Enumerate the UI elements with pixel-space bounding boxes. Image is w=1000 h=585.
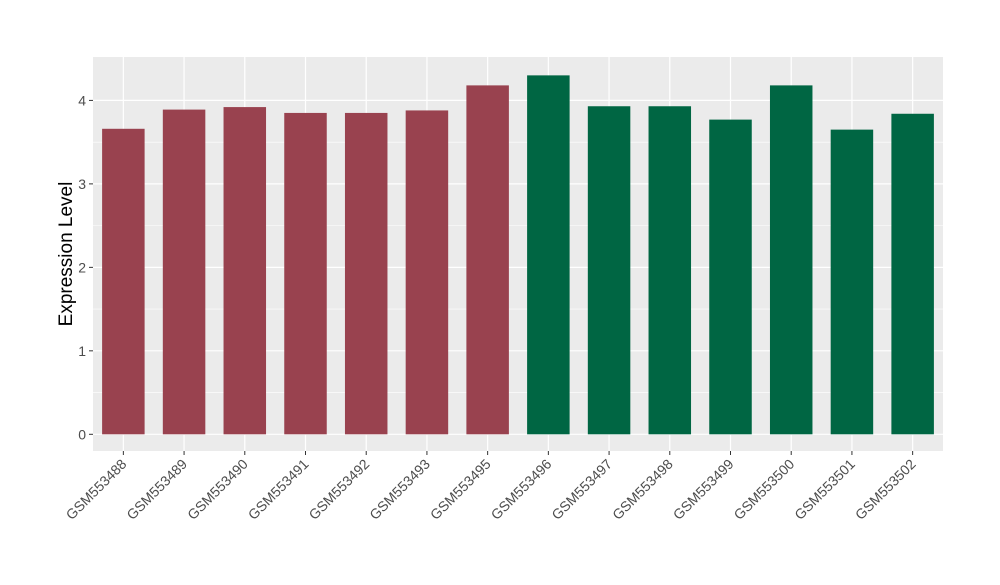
- bar-gsm553498: [648, 106, 692, 435]
- x-tick-label: GSM553489: [123, 456, 190, 523]
- x-tick-label: GSM553501: [791, 456, 858, 523]
- bar-gsm553502: [891, 113, 934, 435]
- y-tick-label: 4: [78, 92, 86, 108]
- y-tick-label: 3: [78, 176, 86, 192]
- y-tick-label: 1: [78, 343, 86, 359]
- y-tick-label: 0: [78, 426, 86, 442]
- bar-gsm553493: [405, 110, 449, 435]
- bar-gsm553500: [769, 85, 813, 435]
- x-tick-label: GSM553498: [609, 456, 676, 523]
- y-tick-label: 2: [78, 259, 86, 275]
- bar-gsm553501: [830, 129, 874, 435]
- bars: [102, 75, 934, 435]
- x-tick-label: GSM553502: [852, 456, 919, 523]
- bar-gsm553488: [102, 128, 145, 435]
- bar-gsm553490: [223, 107, 267, 435]
- x-tick-label: GSM553495: [427, 456, 494, 523]
- bar-gsm553491: [284, 112, 327, 435]
- bar-gsm553499: [709, 119, 752, 435]
- bar-gsm553496: [527, 75, 570, 435]
- bar-gsm553495: [466, 85, 509, 435]
- x-tick-label: GSM553490: [184, 456, 251, 523]
- x-tick-label: GSM553500: [730, 456, 797, 523]
- bar-gsm553489: [162, 109, 206, 435]
- y-axis-label: Expression Level: [56, 182, 77, 327]
- bar-gsm553497: [587, 106, 631, 435]
- x-tick-label: GSM553499: [670, 456, 737, 523]
- x-tick-label: GSM553496: [488, 456, 555, 523]
- y-axis-ticks: 0 1 2 3 4: [78, 92, 93, 442]
- plot-panel: [93, 57, 943, 451]
- x-tick-label: GSM553497: [548, 456, 615, 523]
- x-tick-label: GSM553493: [366, 456, 433, 523]
- x-tick-label: GSM553492: [305, 456, 372, 523]
- x-tick-label: GSM553491: [245, 456, 312, 523]
- x-axis-ticks: GSM553488GSM553489GSM553490GSM553491GSM5…: [63, 451, 919, 523]
- bar-gsm553492: [344, 112, 388, 435]
- x-tick-label: GSM553488: [63, 456, 130, 523]
